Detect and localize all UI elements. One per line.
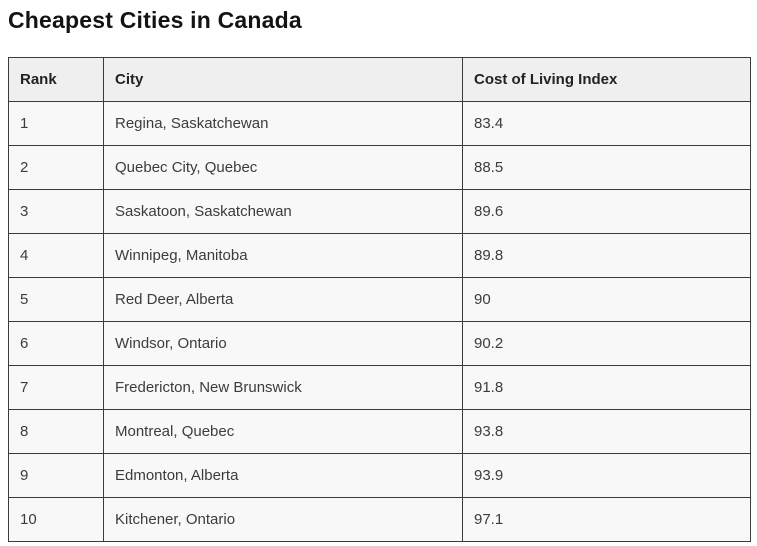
rank-cell: 4 <box>8 233 104 278</box>
index-column-header: Cost of Living Index <box>462 57 751 102</box>
rank-cell: 6 <box>8 321 104 366</box>
index-cell: 90.2 <box>462 321 751 366</box>
table-row: 7 Fredericton, New Brunswick 91.8 <box>8 365 751 410</box>
rank-cell: 7 <box>8 365 104 410</box>
table-row: 4 Winnipeg, Manitoba 89.8 <box>8 233 751 278</box>
table-body: 1 Regina, Saskatchewan 83.4 2 Quebec City, Q… <box>8 101 751 542</box>
index-cell: 91.8 <box>462 365 751 410</box>
table-row: 9 Edmonton, Alberta 93.9 <box>8 453 751 498</box>
city-cell: Winnipeg, Manitoba <box>103 233 463 278</box>
rank-cell: 10 <box>8 497 104 542</box>
index-cell: 97.1 <box>462 497 751 542</box>
rank-cell: 2 <box>8 145 104 190</box>
header-row: Rank City Cost of Living Index <box>8 57 751 102</box>
city-cell: Saskatoon, Saskatchewan <box>103 189 463 234</box>
cost-of-living-table: Rank City Cost of Living Index 1 Regina, … <box>8 57 751 542</box>
city-cell: Windsor, Ontario <box>103 321 463 366</box>
table-row: 8 Montreal, Quebec 93.8 <box>8 409 751 454</box>
city-cell: Red Deer, Alberta <box>103 277 463 322</box>
city-cell: Quebec City, Quebec <box>103 145 463 190</box>
table-row: 5 Red Deer, Alberta 90 <box>8 277 751 322</box>
rank-column-header: Rank <box>8 57 104 102</box>
city-cell: Kitchener, Ontario <box>103 497 463 542</box>
rank-cell: 9 <box>8 453 104 498</box>
table-row: 2 Quebec City, Quebec 88.5 <box>8 145 751 190</box>
rank-cell: 3 <box>8 189 104 234</box>
table-row: 1 Regina, Saskatchewan 83.4 <box>8 101 751 146</box>
index-cell: 90 <box>462 277 751 322</box>
index-cell: 88.5 <box>462 145 751 190</box>
table-header: Rank City Cost of Living Index <box>8 57 751 102</box>
index-cell: 89.6 <box>462 189 751 234</box>
index-cell: 93.9 <box>462 453 751 498</box>
city-cell: Edmonton, Alberta <box>103 453 463 498</box>
city-column-header: City <box>103 57 463 102</box>
city-cell: Regina, Saskatchewan <box>103 101 463 146</box>
table-row: 6 Windsor, Ontario 90.2 <box>8 321 751 366</box>
table-row: 3 Saskatoon, Saskatchewan 89.6 <box>8 189 751 234</box>
rank-cell: 1 <box>8 101 104 146</box>
index-cell: 93.8 <box>462 409 751 454</box>
rank-cell: 8 <box>8 409 104 454</box>
page-title: Cheapest Cities in Canada <box>8 7 302 33</box>
rank-cell: 5 <box>8 277 104 322</box>
index-cell: 83.4 <box>462 101 751 146</box>
city-cell: Montreal, Quebec <box>103 409 463 454</box>
city-cell: Fredericton, New Brunswick <box>103 365 463 410</box>
index-cell: 89.8 <box>462 233 751 278</box>
table-row: 10 Kitchener, Ontario 97.1 <box>8 497 751 542</box>
